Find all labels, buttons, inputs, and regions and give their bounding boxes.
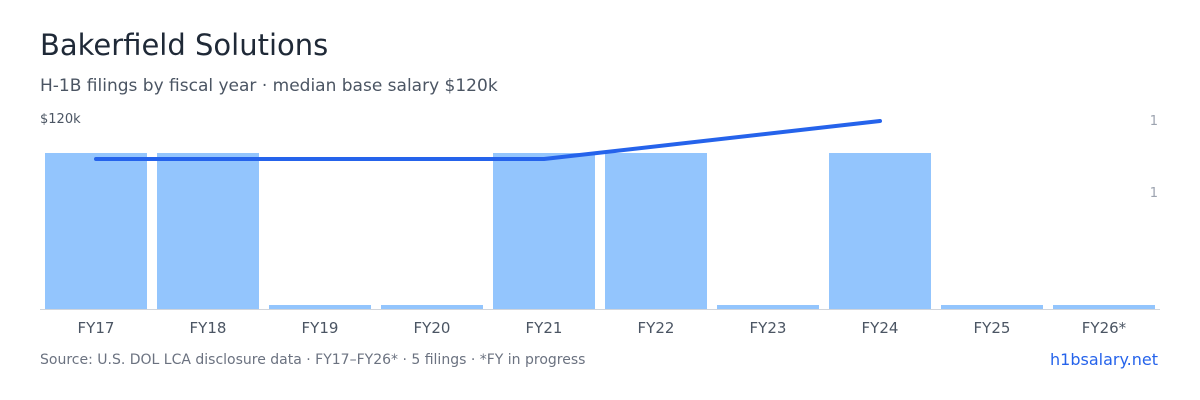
bar-fy25	[941, 305, 1043, 309]
bar-fy20	[381, 305, 483, 309]
x-tick-label: FY26*	[1082, 319, 1127, 337]
x-tick-label: FY21	[526, 319, 563, 337]
bar-fy18	[157, 153, 259, 309]
left-axis-tick-label: $120k	[40, 112, 81, 127]
bar-fy17	[45, 153, 147, 309]
bar-fy24	[829, 153, 931, 309]
x-tick-label: FY22	[638, 319, 675, 337]
footer-link[interactable]: h1bsalary.net	[1050, 350, 1158, 369]
salary-line	[94, 119, 882, 161]
x-tick-label: FY18	[190, 319, 227, 337]
x-tick-label: FY23	[750, 319, 787, 337]
chart-subtitle: H-1B filings by fiscal year · median bas…	[40, 76, 498, 96]
bar-fy19	[269, 305, 371, 309]
x-tick-label: FY25	[974, 319, 1011, 337]
bar-fy21	[493, 153, 595, 309]
x-tick-label: FY20	[414, 319, 451, 337]
bar-fy26-partial	[1053, 305, 1155, 309]
x-tick-label: FY24	[862, 319, 899, 337]
chart-title: Bakerfield Solutions	[40, 28, 329, 62]
bar-fy22	[605, 153, 707, 309]
x-tick-label: FY19	[302, 319, 339, 337]
right-axis-tick-label: 1	[1150, 186, 1158, 201]
x-tick-label: FY17	[78, 319, 115, 337]
bar-fy23	[717, 305, 819, 309]
footer-source: Source: U.S. DOL LCA disclosure data · F…	[40, 352, 586, 368]
right-axis-tick-label: 1	[1150, 114, 1158, 129]
